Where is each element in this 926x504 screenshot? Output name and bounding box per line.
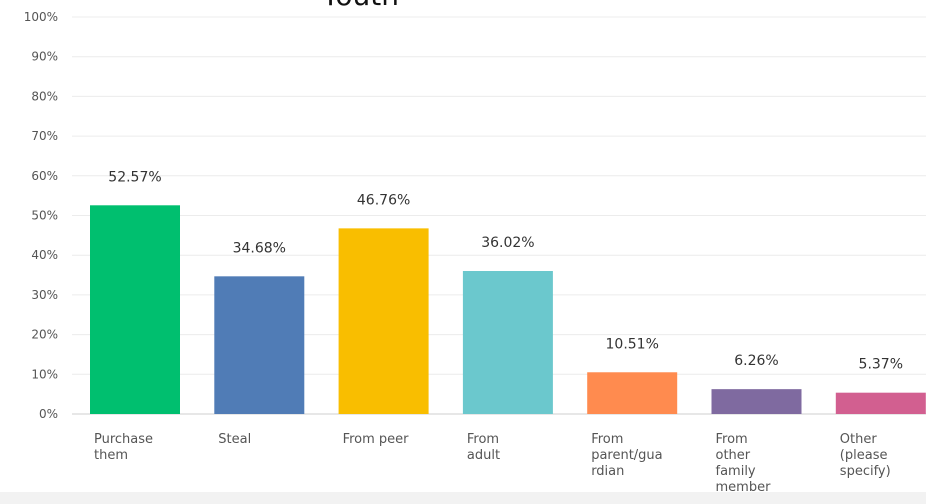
bar <box>214 276 305 414</box>
bottom-edge <box>0 492 926 504</box>
data-label: 46.76% <box>357 192 410 208</box>
data-label: 34.68% <box>233 240 286 256</box>
x-tick-label: From adult <box>467 432 500 463</box>
bar <box>462 271 553 414</box>
y-tick-label: 50% <box>31 209 58 223</box>
y-tick-label: 60% <box>31 169 58 183</box>
y-tick-label: 10% <box>31 367 58 381</box>
x-tick-label: From other family member <box>716 432 772 495</box>
x-tick-label: Purchase them <box>94 432 153 463</box>
x-tick-label: Other (please specify) <box>840 432 891 479</box>
bar <box>90 205 180 414</box>
data-label: 10.51% <box>606 336 659 352</box>
data-label: 6.26% <box>734 353 778 369</box>
y-tick-label: 70% <box>31 129 58 143</box>
y-tick-label: 90% <box>31 50 58 64</box>
y-tick-label: 100% <box>24 10 58 24</box>
y-tick-label: 40% <box>31 248 58 262</box>
x-tick-label: From peer <box>343 432 410 447</box>
bar <box>835 392 926 414</box>
bar <box>587 372 678 414</box>
bar <box>711 389 802 414</box>
chart-title: Youth <box>322 0 399 8</box>
y-tick-label: 0% <box>39 407 58 421</box>
data-label: 5.37% <box>859 357 903 373</box>
y-tick-label: 20% <box>31 328 58 342</box>
y-tick-label: 80% <box>31 89 58 103</box>
x-tick-label: Steal <box>218 432 251 447</box>
x-tick-label: From parent/gua rdian <box>591 432 662 479</box>
y-tick-label: 30% <box>31 288 58 302</box>
data-label: 52.57% <box>108 169 161 185</box>
data-label: 36.02% <box>481 235 534 251</box>
bar <box>338 228 429 414</box>
chart-title-clip: Youth <box>0 0 926 8</box>
